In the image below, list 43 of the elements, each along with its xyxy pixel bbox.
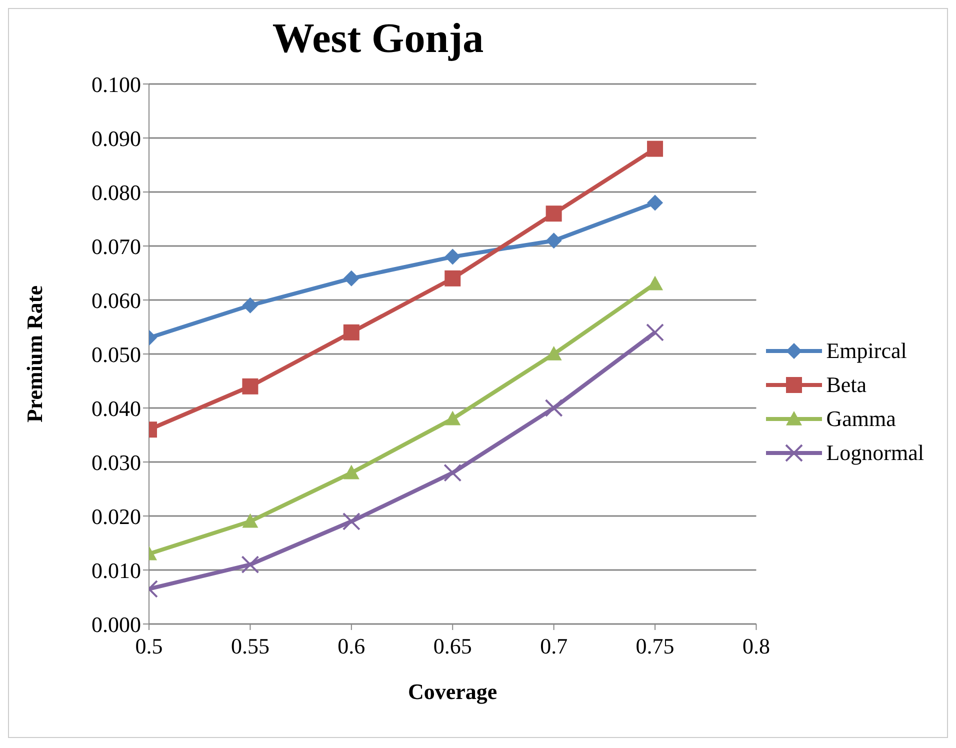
point — [546, 206, 562, 222]
y-tick-label: 0.050 — [92, 342, 141, 367]
chart-title: West Gonja — [271, 15, 485, 64]
y-tick-label: 0.100 — [92, 72, 141, 97]
legend-label: Beta — [826, 372, 867, 398]
x-tick-label: 0.65 — [433, 634, 472, 659]
point — [546, 232, 562, 249]
point — [242, 297, 258, 314]
point — [647, 140, 664, 157]
point — [544, 399, 563, 417]
y-tick-label: 0.020 — [92, 504, 141, 529]
legend-label: Lognormal — [826, 440, 924, 466]
x-axis-title: Coverage — [408, 679, 498, 704]
x-tick-label: 0.6 — [338, 634, 366, 659]
y-tick-label: 0.030 — [92, 450, 141, 475]
point — [647, 194, 664, 211]
y-tick-label: 0.010 — [92, 558, 141, 583]
y-tick-label: 0.080 — [92, 180, 141, 205]
x-tick-label: 0.8 — [742, 634, 770, 659]
legend-label: Gamma — [826, 406, 896, 432]
point — [646, 323, 664, 342]
point — [647, 276, 664, 290]
point — [546, 346, 562, 360]
point — [242, 513, 258, 528]
point — [342, 512, 360, 530]
y-tick-label: 0.090 — [92, 126, 141, 151]
x-tick-label: 0.55 — [230, 634, 270, 659]
point — [444, 270, 461, 286]
y-tick-label: 0.060 — [92, 288, 141, 313]
point — [343, 324, 360, 340]
y-axis-title: Premium Rate — [22, 285, 47, 423]
y-tick-label: 0.070 — [92, 234, 141, 259]
point — [241, 556, 260, 574]
point — [444, 464, 462, 482]
legend-label: Empircal — [826, 338, 907, 364]
point — [444, 410, 461, 426]
point — [444, 248, 461, 265]
point — [343, 270, 360, 286]
x-tick-label: 0.7 — [540, 634, 568, 659]
x-tick-label: 0.75 — [636, 634, 674, 659]
point — [242, 378, 258, 394]
y-tick-label: 0.040 — [92, 396, 141, 421]
point — [343, 464, 360, 480]
